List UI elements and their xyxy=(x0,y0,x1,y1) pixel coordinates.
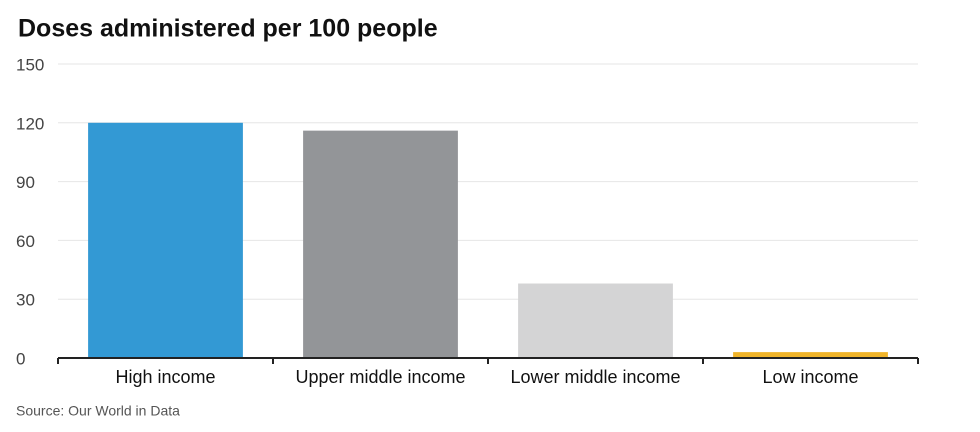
y-tick-label: 150 xyxy=(16,55,44,74)
x-tick-label: Upper middle income xyxy=(295,367,465,387)
x-tick-label: Lower middle income xyxy=(510,367,680,387)
bar xyxy=(303,130,458,358)
y-tick-label: 120 xyxy=(16,114,44,133)
bar xyxy=(518,283,673,358)
y-tick-label: 0 xyxy=(16,349,25,368)
source-note: Source: Our World in Data xyxy=(16,403,180,419)
y-tick-label: 60 xyxy=(16,232,35,251)
y-tick-label: 90 xyxy=(16,173,35,192)
x-tick-label: High income xyxy=(115,367,215,387)
bar xyxy=(733,352,888,358)
y-tick-label: 30 xyxy=(16,291,35,310)
chart-title: Doses administered per 100 people xyxy=(18,15,438,43)
bar xyxy=(88,122,243,358)
x-tick-label: Low income xyxy=(762,367,858,387)
